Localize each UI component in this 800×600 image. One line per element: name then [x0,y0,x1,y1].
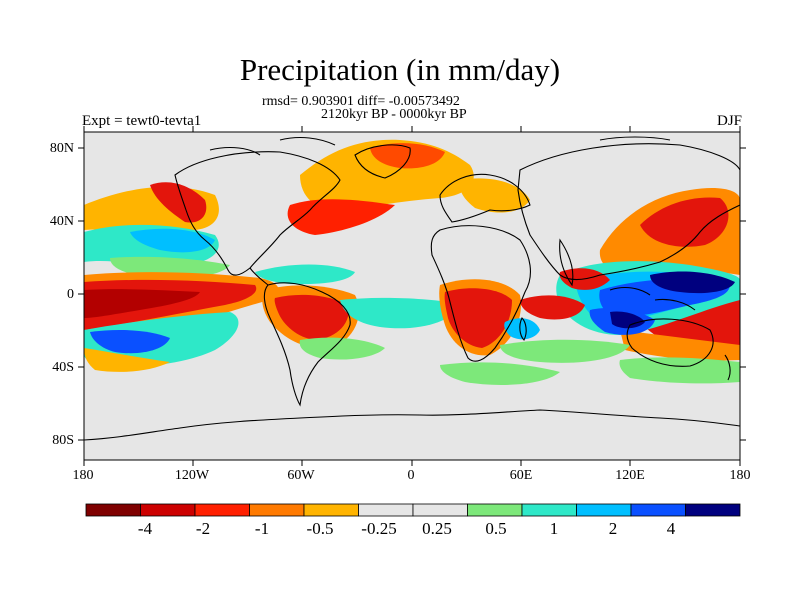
coast-south-america [263,282,351,407]
anomaly-africa-red [444,288,512,348]
lon-tick-0: 0 [407,468,415,483]
colorbar-swatch [467,503,523,517]
coast-africa [430,225,531,362]
anomaly-east-pacific-darkred [84,289,200,318]
colorbar-label: -4 [137,519,153,538]
coast-madagascar [519,317,527,341]
coast-asia [517,143,740,281]
colorbar-swatch [412,503,468,517]
anomaly-south-indian-green [500,339,630,363]
colorbar-swatch [249,503,305,517]
colorbar-label: -0.5 [306,519,334,538]
period-line: 2120kyr BP - 0000kyr BP [321,107,467,122]
coast-new-zealand [724,354,731,381]
colorbar-label: 4 [666,519,676,538]
coast-australia [626,318,714,367]
lon-tick-180w: 180 [72,468,94,483]
anomaly-south-pacific-blue [90,330,170,354]
lat-tick-0: 0 [67,287,74,302]
lat-tick-40n: 40N [49,214,74,229]
coast-greenland [354,144,411,179]
colorbar-swatch [85,503,141,517]
stats-line: rmsd= 0.903901 diff= -0.00573492 [262,94,460,109]
anomaly-north-atlantic-cyan [255,264,355,285]
colorbar-label: 1 [549,519,559,538]
lat-tick-80n: 80N [49,141,74,156]
anomaly-sea-green [440,362,560,385]
coast-india [559,238,574,287]
anomaly-north-pacific-blue [130,228,215,253]
colorbar-label: -1 [254,519,270,538]
anomaly-south-ocean-green [619,357,740,384]
lon-tick-180e: 180 [729,468,751,483]
anomaly-east-asia-red [640,197,729,247]
colorbar-swatch [576,503,632,517]
season-label: DJF [716,113,742,129]
coast-central-america [249,267,269,286]
lat-tick-40s: 40S [52,360,74,375]
anomaly-south-atlantic-green [299,337,385,360]
colorbar-swatch [358,503,414,517]
anomaly-south-america-red [274,294,349,340]
colorbar-swatch [521,503,577,517]
colorbar-label: -0.25 [361,519,397,538]
colorbar-label: -2 [195,519,211,538]
anomaly-west-pacific-navy [650,271,735,294]
colorbar-label: 0.25 [422,519,452,538]
colorbar-swatch [630,503,686,517]
anomaly-madagascar-blue [504,318,540,340]
anomaly-alaska-red [150,182,207,223]
coastlines [84,136,740,441]
colorbar [85,503,741,517]
coast-north-america [174,151,341,276]
lon-tick-120w: 120W [174,468,210,483]
colorbar-swatch [303,503,359,517]
coast-arctic-islands [209,136,671,156]
lat-tick-80s: 80S [52,433,74,448]
coast-europe [439,173,531,223]
experiment-label: Expt = tewt0-tevta1 [82,113,202,129]
colorbar-swatch [685,503,741,517]
axis-ticks [78,126,746,466]
colorbar-swatch [140,503,196,517]
coast-maritime-continent [609,286,696,311]
chart-title: Precipitation (in mm/day) [239,52,561,87]
colorbar-label: 0.5 [485,519,507,538]
anomaly-central-indian-red [520,295,585,320]
lon-tick-60e: 60E [509,468,533,483]
anomaly-south-pacific-orange [84,348,170,372]
lon-tick-60w: 60W [287,468,315,483]
map-field [84,132,740,460]
anomaly-equatorial-atlantic-cyan [340,297,456,329]
anomaly-indian-ocean-navy [610,311,645,329]
coast-antarctica [84,409,740,441]
colorbar-label: 2 [608,519,618,538]
anomaly-west-atlantic-red [287,199,395,235]
anomaly-greenland-red [370,143,445,169]
lon-tick-120e: 120E [615,468,645,483]
anomaly-europe-orange [459,178,530,213]
colorbar-swatch [194,503,250,517]
